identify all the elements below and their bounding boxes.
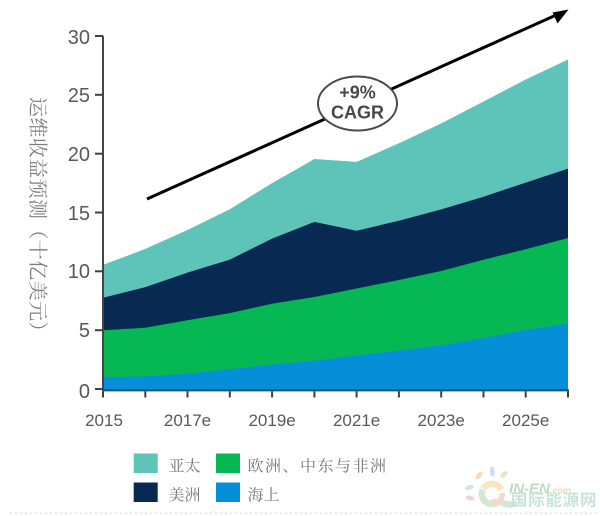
svg-text:2017e: 2017e (164, 411, 211, 430)
svg-text:+9%: +9% (339, 83, 376, 103)
svg-text:CAGR: CAGR (331, 103, 384, 123)
svg-text:15: 15 (68, 203, 90, 225)
svg-text:2021e: 2021e (333, 411, 380, 430)
svg-text:5: 5 (79, 320, 90, 342)
svg-text:IN-EN.com: IN-EN.com (509, 481, 571, 498)
svg-text:0: 0 (79, 381, 90, 403)
svg-text:2023e: 2023e (418, 411, 465, 430)
svg-text:20: 20 (68, 144, 90, 166)
svg-text:2025e: 2025e (502, 411, 549, 430)
svg-text:2015: 2015 (85, 411, 123, 430)
svg-text:10: 10 (68, 261, 90, 283)
svg-text:2019e: 2019e (248, 411, 295, 430)
svg-text:25: 25 (68, 85, 90, 107)
svg-text:30: 30 (68, 27, 90, 49)
